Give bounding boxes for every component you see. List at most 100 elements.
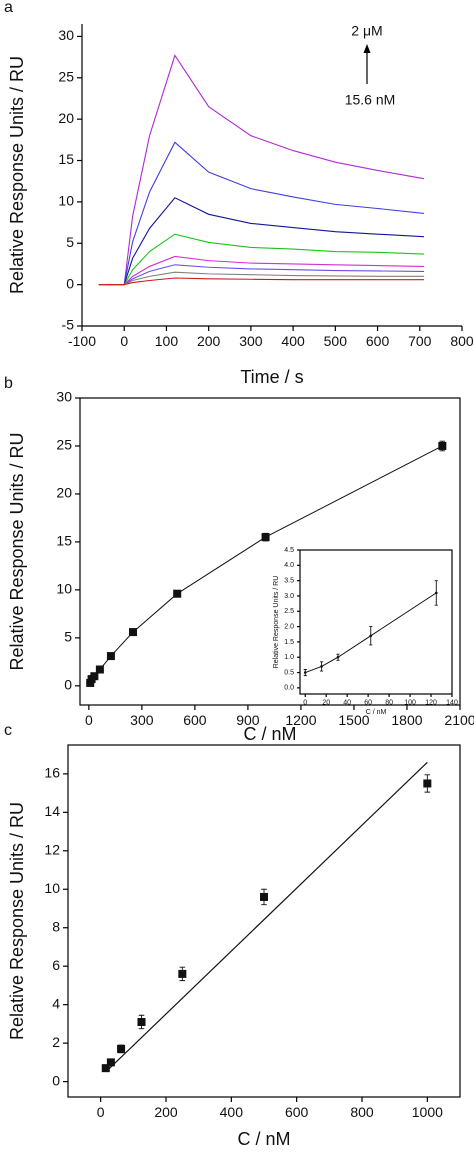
data-point bbox=[336, 655, 340, 659]
data-point bbox=[106, 652, 115, 661]
y-tick-label: 0.0 bbox=[284, 685, 294, 692]
y-tick-label: 2.0 bbox=[284, 623, 294, 630]
data-point bbox=[178, 969, 187, 978]
y-axis-label: Relative Response Units / RU bbox=[273, 576, 280, 669]
y-axis-label: Relative Response Units / RU bbox=[7, 802, 27, 1040]
x-tick-label: 2100 bbox=[444, 712, 474, 728]
y-tick-label: 10 bbox=[58, 193, 74, 209]
x-tick-label: 0 bbox=[303, 699, 307, 706]
x-tick-label: 1000 bbox=[412, 1104, 443, 1120]
y-tick-label: 10 bbox=[56, 581, 72, 597]
y-tick-label: 0.5 bbox=[284, 669, 294, 676]
y-tick-label: 10 bbox=[44, 880, 60, 896]
fit-line bbox=[105, 761, 428, 1073]
y-tick-label: 14 bbox=[44, 803, 60, 819]
x-tick-label: 300 bbox=[130, 712, 154, 728]
x-tick-label: 40 bbox=[343, 699, 351, 706]
x-tick-label: 1500 bbox=[338, 712, 369, 728]
data-point bbox=[369, 634, 373, 638]
y-tick-label: 4 bbox=[52, 995, 60, 1011]
y-tick-label: 30 bbox=[56, 389, 72, 405]
y-tick-label: 2 bbox=[52, 1034, 60, 1050]
plot-frame bbox=[67, 744, 461, 1098]
x-axis-label: C / nM bbox=[237, 1129, 290, 1149]
annotation-high: 2 μM bbox=[351, 23, 382, 39]
x-tick-label: 200 bbox=[154, 1104, 178, 1120]
data-point bbox=[261, 533, 270, 542]
y-tick-label: 1.0 bbox=[284, 654, 294, 661]
x-tick-label: 500 bbox=[324, 333, 348, 349]
y-tick-label: 15 bbox=[58, 151, 74, 167]
x-tick-label: 0 bbox=[85, 712, 93, 728]
arrow-head bbox=[363, 44, 371, 53]
x-tick-label: 100 bbox=[404, 699, 416, 706]
y-tick-label: 6 bbox=[52, 957, 60, 973]
y-tick-label: 4.5 bbox=[284, 547, 294, 554]
y-tick-label: 2.5 bbox=[284, 608, 294, 615]
y-tick-label: 4.0 bbox=[284, 562, 294, 569]
sensorgram-line bbox=[98, 277, 424, 286]
y-axis-label: Relative Response Units / RU bbox=[7, 56, 27, 294]
x-axis-label: Time / s bbox=[240, 367, 303, 387]
y-tick-label: 3.0 bbox=[284, 593, 294, 600]
data-point bbox=[434, 591, 438, 595]
x-tick-label: 200 bbox=[197, 333, 221, 349]
plot-frame bbox=[299, 549, 453, 695]
y-tick-label: 12 bbox=[44, 841, 60, 857]
y-tick-label: 3.5 bbox=[284, 577, 294, 584]
y-tick-label: 25 bbox=[58, 68, 74, 84]
data-point bbox=[423, 779, 432, 788]
data-point bbox=[173, 589, 182, 598]
panel-label: a bbox=[4, 0, 13, 16]
fit-line bbox=[89, 445, 443, 684]
panel-label: b bbox=[4, 375, 13, 392]
data-point bbox=[137, 1017, 146, 1026]
data-point bbox=[320, 665, 323, 668]
x-tick-label: 600 bbox=[285, 1104, 309, 1120]
x-tick-label: 0 bbox=[120, 333, 128, 349]
x-tick-label: 140 bbox=[446, 699, 458, 706]
y-tick-label: 0 bbox=[52, 1072, 60, 1088]
data-point bbox=[438, 441, 447, 450]
x-axis-label: C / nM bbox=[366, 709, 387, 716]
y-axis-label: Relative Response Units / RU bbox=[7, 432, 27, 670]
x-tick-label: 100 bbox=[155, 333, 179, 349]
x-tick-label: 600 bbox=[183, 712, 207, 728]
data-point bbox=[106, 1058, 115, 1067]
y-tick-label: -5 bbox=[62, 317, 75, 333]
x-tick-label: 80 bbox=[385, 699, 393, 706]
x-tick-label: 1200 bbox=[285, 712, 316, 728]
x-tick-label: 300 bbox=[239, 333, 263, 349]
y-tick-label: 20 bbox=[58, 110, 74, 126]
x-tick-label: 800 bbox=[350, 1104, 374, 1120]
x-axis-label: C / nM bbox=[243, 724, 296, 744]
data-point bbox=[90, 672, 99, 681]
y-tick-label: 30 bbox=[58, 27, 74, 43]
y-tick-label: 16 bbox=[44, 765, 60, 781]
x-tick-label: 400 bbox=[220, 1104, 244, 1120]
data-point bbox=[117, 1044, 126, 1053]
x-tick-label: 700 bbox=[408, 333, 432, 349]
panel-label: c bbox=[4, 722, 12, 739]
y-tick-label: 20 bbox=[56, 485, 72, 501]
x-tick-label: 120 bbox=[425, 699, 437, 706]
y-tick-label: 25 bbox=[56, 437, 72, 453]
data-point bbox=[101, 1064, 110, 1073]
x-tick-label: 600 bbox=[366, 333, 390, 349]
data-point bbox=[260, 892, 268, 901]
y-tick-label: 0 bbox=[66, 275, 74, 291]
x-tick-label: 800 bbox=[450, 333, 474, 349]
x-tick-label: 0 bbox=[97, 1104, 105, 1120]
x-tick-label: 400 bbox=[281, 333, 305, 349]
x-tick-label: -100 bbox=[68, 333, 96, 349]
sensorgram-line bbox=[98, 54, 425, 286]
y-tick-label: 15 bbox=[56, 533, 72, 549]
data-point bbox=[303, 671, 307, 674]
y-tick-label: 0 bbox=[64, 677, 72, 693]
sensorgram-line bbox=[98, 271, 424, 286]
x-tick-label: 900 bbox=[236, 712, 260, 728]
data-point bbox=[95, 665, 104, 674]
x-tick-label: 60 bbox=[364, 699, 372, 706]
sensorgram-line bbox=[98, 197, 425, 286]
